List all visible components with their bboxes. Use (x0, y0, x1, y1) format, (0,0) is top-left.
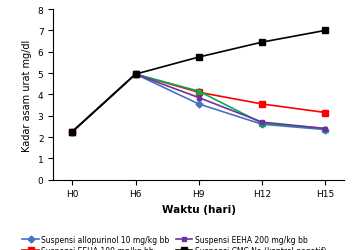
Suspensi EEHA 200 mg/kg bb (260, 121, 264, 124)
Suspensi allopurinol 10 mg/kg bb (260, 123, 264, 126)
Suspensi EEHA 100 mg/kg bb (260, 103, 264, 106)
Suspensi EEHA 200 mg/kg bb (70, 131, 74, 134)
Suspensi EEHA 150 mg/kg bb (70, 131, 74, 134)
Suspensi CMC Na (kontrol negatif) (197, 56, 201, 59)
Line: Suspensi EEHA 200 mg/kg bb: Suspensi EEHA 200 mg/kg bb (70, 72, 328, 134)
Y-axis label: Kadar asam urat mg/dl: Kadar asam urat mg/dl (22, 39, 32, 151)
Suspensi CMC Na (kontrol negatif) (260, 42, 264, 44)
Legend: Suspensi allopurinol 10 mg/kg bb, Suspensi EEHA 100 mg/kg bb, Suspensi EEHA 150 : Suspensi allopurinol 10 mg/kg bb, Suspen… (22, 235, 326, 250)
Suspensi EEHA 100 mg/kg bb (197, 91, 201, 94)
Line: Suspensi EEHA 150 mg/kg bb: Suspensi EEHA 150 mg/kg bb (70, 72, 328, 135)
Suspensi EEHA 150 mg/kg bb (197, 90, 201, 93)
Line: Suspensi EEHA 100 mg/kg bb: Suspensi EEHA 100 mg/kg bb (70, 72, 328, 135)
Suspensi EEHA 100 mg/kg bb (70, 131, 74, 134)
Suspensi EEHA 150 mg/kg bb (260, 122, 264, 125)
Suspensi EEHA 150 mg/kg bb (323, 128, 328, 130)
Suspensi allopurinol 10 mg/kg bb (323, 128, 328, 132)
Line: Suspensi allopurinol 10 mg/kg bb: Suspensi allopurinol 10 mg/kg bb (70, 72, 328, 134)
Suspensi EEHA 200 mg/kg bb (197, 97, 201, 100)
Suspensi CMC Na (kontrol negatif) (133, 73, 138, 76)
X-axis label: Waktu (hari): Waktu (hari) (162, 204, 236, 214)
Suspensi EEHA 150 mg/kg bb (133, 73, 138, 76)
Suspensi allopurinol 10 mg/kg bb (197, 103, 201, 106)
Suspensi EEHA 100 mg/kg bb (133, 73, 138, 76)
Suspensi CMC Na (kontrol negatif) (70, 131, 74, 134)
Suspensi EEHA 100 mg/kg bb (323, 112, 328, 114)
Suspensi EEHA 200 mg/kg bb (133, 73, 138, 76)
Line: Suspensi CMC Na (kontrol negatif): Suspensi CMC Na (kontrol negatif) (70, 28, 328, 135)
Suspensi CMC Na (kontrol negatif) (323, 30, 328, 33)
Suspensi allopurinol 10 mg/kg bb (70, 131, 74, 134)
Suspensi allopurinol 10 mg/kg bb (133, 73, 138, 76)
Suspensi EEHA 200 mg/kg bb (323, 128, 328, 130)
